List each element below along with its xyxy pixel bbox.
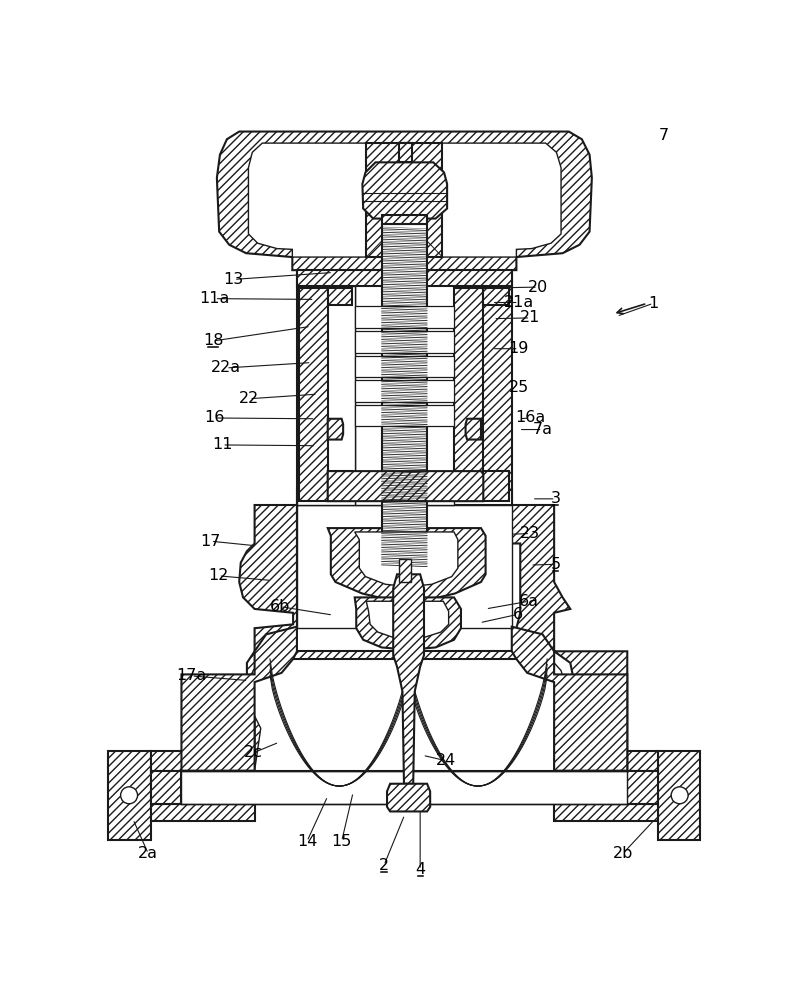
- Bar: [355, 356, 454, 377]
- Polygon shape: [297, 490, 512, 505]
- Text: 14: 14: [297, 834, 317, 849]
- Polygon shape: [255, 651, 554, 659]
- Polygon shape: [355, 532, 458, 587]
- Polygon shape: [151, 804, 255, 821]
- Text: 6a: 6a: [518, 594, 539, 609]
- Polygon shape: [108, 751, 151, 840]
- Polygon shape: [249, 628, 567, 771]
- Polygon shape: [327, 288, 353, 305]
- Polygon shape: [484, 288, 510, 305]
- Polygon shape: [181, 627, 297, 771]
- Text: 2: 2: [379, 858, 389, 873]
- Polygon shape: [151, 771, 181, 804]
- Text: 3: 3: [551, 491, 561, 506]
- Bar: [355, 405, 454, 426]
- Text: 11: 11: [212, 437, 233, 452]
- Text: 18: 18: [203, 333, 223, 348]
- Text: 22: 22: [239, 391, 260, 406]
- Bar: [398, 143, 413, 162]
- Polygon shape: [327, 471, 353, 501]
- Text: 22a: 22a: [211, 360, 241, 375]
- Text: 11a: 11a: [200, 291, 230, 306]
- Text: 21a: 21a: [503, 295, 534, 310]
- Bar: [355, 380, 454, 402]
- Polygon shape: [362, 162, 447, 219]
- Polygon shape: [327, 471, 484, 501]
- Bar: [399, 559, 411, 582]
- Text: 21: 21: [520, 310, 540, 325]
- Text: 1: 1: [649, 296, 659, 311]
- Bar: [355, 274, 454, 505]
- Text: 19: 19: [509, 341, 529, 356]
- Polygon shape: [299, 288, 327, 501]
- Polygon shape: [387, 784, 430, 811]
- Polygon shape: [297, 505, 512, 628]
- Polygon shape: [554, 804, 658, 821]
- Bar: [181, 771, 627, 804]
- Polygon shape: [327, 419, 343, 440]
- Circle shape: [121, 787, 137, 804]
- Polygon shape: [554, 751, 658, 771]
- Polygon shape: [454, 274, 512, 505]
- Text: 2b: 2b: [612, 846, 633, 861]
- Polygon shape: [249, 143, 561, 257]
- Polygon shape: [366, 601, 449, 639]
- Polygon shape: [151, 751, 255, 771]
- Text: 2a: 2a: [138, 846, 159, 861]
- Circle shape: [671, 787, 688, 804]
- Polygon shape: [404, 143, 443, 257]
- Polygon shape: [297, 270, 512, 286]
- Text: 7a: 7a: [533, 422, 552, 437]
- Polygon shape: [181, 505, 297, 771]
- Bar: [355, 331, 454, 353]
- Polygon shape: [627, 771, 658, 804]
- Text: 16: 16: [204, 410, 225, 425]
- Text: 6: 6: [513, 607, 523, 622]
- Text: 17a: 17a: [176, 668, 207, 683]
- Bar: [382, 224, 427, 574]
- Polygon shape: [454, 288, 484, 501]
- Text: 7: 7: [658, 128, 668, 143]
- Polygon shape: [512, 505, 627, 771]
- Polygon shape: [658, 751, 701, 840]
- Text: 23: 23: [520, 526, 540, 541]
- Polygon shape: [297, 286, 355, 505]
- Text: 24: 24: [436, 753, 456, 768]
- Text: 17: 17: [200, 534, 221, 549]
- Polygon shape: [466, 419, 481, 440]
- Text: 4: 4: [415, 862, 425, 877]
- Text: 16a: 16a: [515, 410, 545, 425]
- Text: 5: 5: [551, 557, 561, 572]
- Polygon shape: [393, 574, 424, 784]
- Polygon shape: [217, 132, 592, 270]
- Polygon shape: [512, 627, 627, 771]
- Text: 20: 20: [528, 280, 548, 295]
- Text: 15: 15: [331, 834, 352, 849]
- Text: 6b: 6b: [270, 599, 290, 614]
- Polygon shape: [366, 143, 405, 257]
- Text: 12: 12: [208, 568, 229, 583]
- Text: 25: 25: [509, 380, 529, 395]
- Polygon shape: [297, 274, 355, 505]
- Text: 2c: 2c: [244, 745, 263, 760]
- Polygon shape: [355, 597, 461, 650]
- Text: 13: 13: [224, 272, 244, 287]
- Bar: [355, 306, 454, 328]
- Bar: [382, 215, 427, 224]
- Polygon shape: [327, 528, 485, 600]
- Polygon shape: [484, 471, 510, 501]
